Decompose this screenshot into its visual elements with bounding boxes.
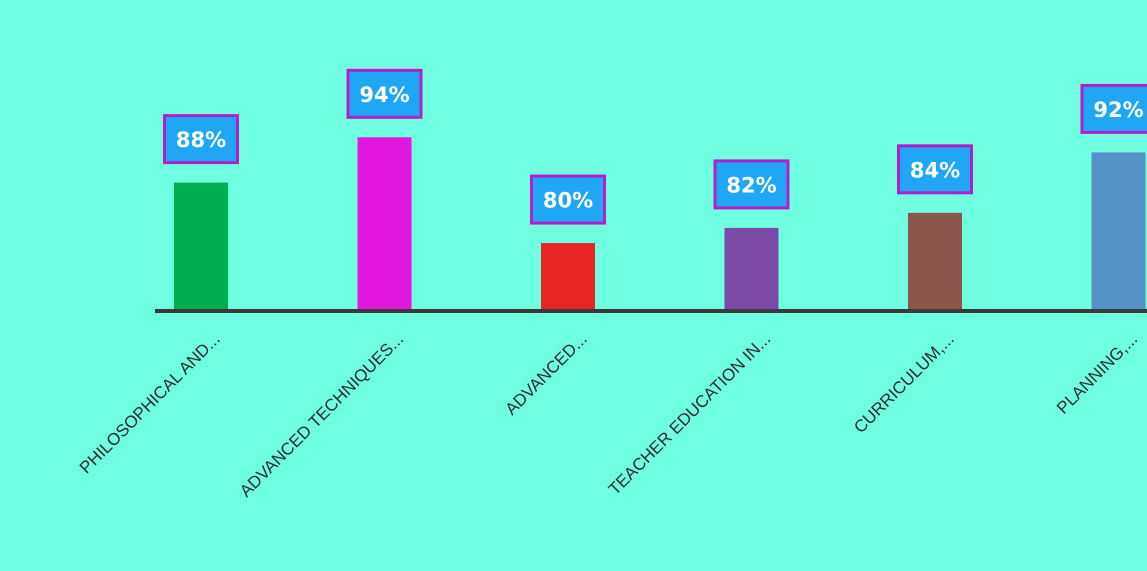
bar [174, 182, 228, 311]
data-label-box [346, 68, 423, 119]
category-tick-label: ADVANCED... [501, 329, 590, 418]
category-tick-label: CURRICULUM,... [850, 329, 958, 437]
bar [724, 227, 779, 311]
data-label: 94% [359, 83, 409, 107]
bar [357, 137, 412, 311]
bar [541, 243, 595, 311]
data-label-box [530, 174, 606, 225]
data-label: 88% [176, 128, 226, 152]
category-tick-label: ADVANCED TECHNIQUES... [236, 329, 407, 500]
data-label: 80% [543, 189, 593, 213]
data-label: 82% [726, 173, 776, 197]
category-tick-label: TEACHER EDUCATION IN... [605, 329, 774, 498]
data-label-box [897, 144, 973, 195]
data-label: 84% [910, 158, 960, 182]
category-tick-label: PLANNING,... [1053, 329, 1141, 417]
data-label-box [713, 159, 790, 210]
bar [1091, 152, 1146, 311]
category-tick-label: PHILOSOPHICAL AND... [76, 329, 224, 477]
data-label-box [163, 114, 239, 165]
data-label: 92% [1093, 98, 1143, 122]
bar [908, 212, 962, 311]
data-label-box [1080, 83, 1147, 134]
